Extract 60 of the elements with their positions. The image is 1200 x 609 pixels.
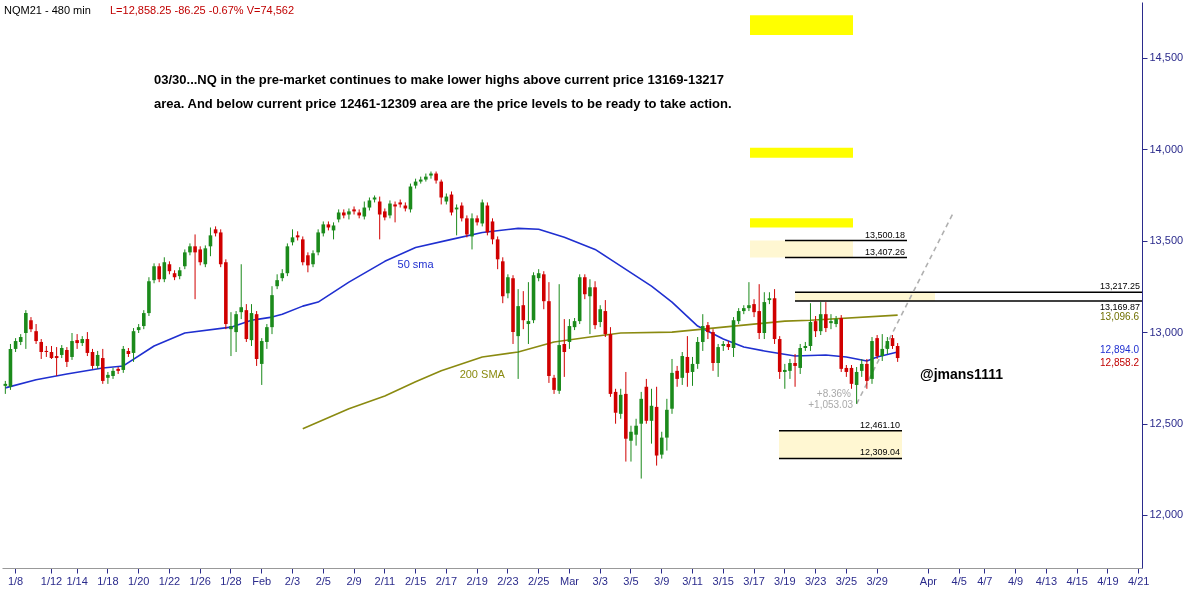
x-tick-label: 4/19 (1097, 574, 1119, 587)
x-tick-label: 1/8 (7, 574, 24, 587)
annotation: +1,053.03 (808, 399, 854, 410)
ref-line-label: 13,500.18 (864, 229, 905, 240)
annotation: 12,894.0 (1100, 344, 1140, 355)
x-tick-label: 1/12 (40, 574, 63, 587)
x-tick-label: 4/15 (1066, 574, 1088, 587)
x-tick-label: 1/22 (158, 574, 181, 587)
x-tick-label: 2/5 (315, 574, 331, 587)
x-tick-label: 4/5 (951, 574, 967, 587)
y-tick-label: 13,000 (1149, 325, 1184, 338)
series-label: 50 sma (397, 258, 435, 271)
x-tick-label: 3/9 (654, 574, 670, 587)
ref-line-label: 13,407.26 (864, 246, 905, 257)
y-tick-label: 12,000 (1149, 508, 1184, 521)
x-tick-label: 3/23 (804, 574, 827, 587)
annotation: 12,858.2 (1100, 357, 1140, 368)
ref-line-label: 12,461.10 (859, 419, 900, 430)
x-tick-label: 2/3 (284, 574, 301, 587)
y-tick-label: 12,500 (1149, 417, 1184, 430)
y-tick-label: 14,000 (1149, 142, 1184, 155)
x-tick-label: 3/5 (623, 574, 639, 587)
x-tick-label: 4/9 (1007, 574, 1024, 587)
x-tick-label: Mar (559, 574, 580, 587)
x-tick-label: 1/18 (97, 574, 119, 587)
ref-line-label: 13,217.25 (1099, 281, 1140, 292)
x-tick-label: 2/15 (404, 574, 427, 587)
x-tick-label: 4/7 (977, 574, 993, 587)
x-tick-label: 3/25 (835, 574, 858, 587)
x-tick-label: 3/15 (712, 574, 734, 587)
x-tick-label: 2/25 (527, 574, 550, 587)
x-tick-label: Feb (252, 574, 272, 587)
annotation: +8.36% (816, 388, 852, 399)
ref-line-label: 13,169.87 (1099, 302, 1140, 313)
x-tick-label: 1/14 (66, 574, 88, 587)
x-tick-label: 2/11 (374, 574, 396, 587)
x-tick-label: 3/11 (682, 574, 703, 587)
x-tick-label: 1/28 (220, 574, 242, 587)
annotation: 03/30...NQ in the pre-market continues to make lower highs above current price 13169-13217 area. And below current price 12461-12309 area are the price levels to be ready to take action. (154, 72, 732, 111)
x-tick-label: 3/3 (592, 574, 608, 587)
x-tick-label: 4/21 (1127, 574, 1150, 587)
x-tick-label: 2/17 (435, 574, 458, 587)
x-tick-label: 1/26 (189, 574, 211, 587)
x-tick-label: 2/9 (346, 574, 362, 587)
chart-subtitle: L=12,858.25 -86.25 -0.67% V=74,562 (110, 4, 295, 16)
x-tick-label: 1/20 (127, 574, 150, 587)
x-tick-label: 3/19 (774, 574, 796, 587)
x-tick-label: 2/23 (497, 574, 519, 587)
y-tick-label: 13,500 (1149, 234, 1184, 247)
y-tick-label: 14,500 (1149, 51, 1184, 64)
annotation: 13,096.6 (1100, 311, 1140, 322)
ref-line-label: 12,309.04 (859, 447, 900, 458)
x-tick-label: 2/19 (466, 574, 488, 587)
annotation: @jmans1111 (920, 366, 1004, 382)
x-tick-label: 4/13 (1035, 574, 1058, 587)
x-tick-label: 3/17 (743, 574, 765, 587)
x-tick-label: Apr (919, 574, 938, 587)
series-label: 200 SMA (459, 367, 506, 380)
chart-title: NQM21 - 480 min (4, 4, 91, 16)
x-tick-label: 3/29 (866, 574, 888, 587)
